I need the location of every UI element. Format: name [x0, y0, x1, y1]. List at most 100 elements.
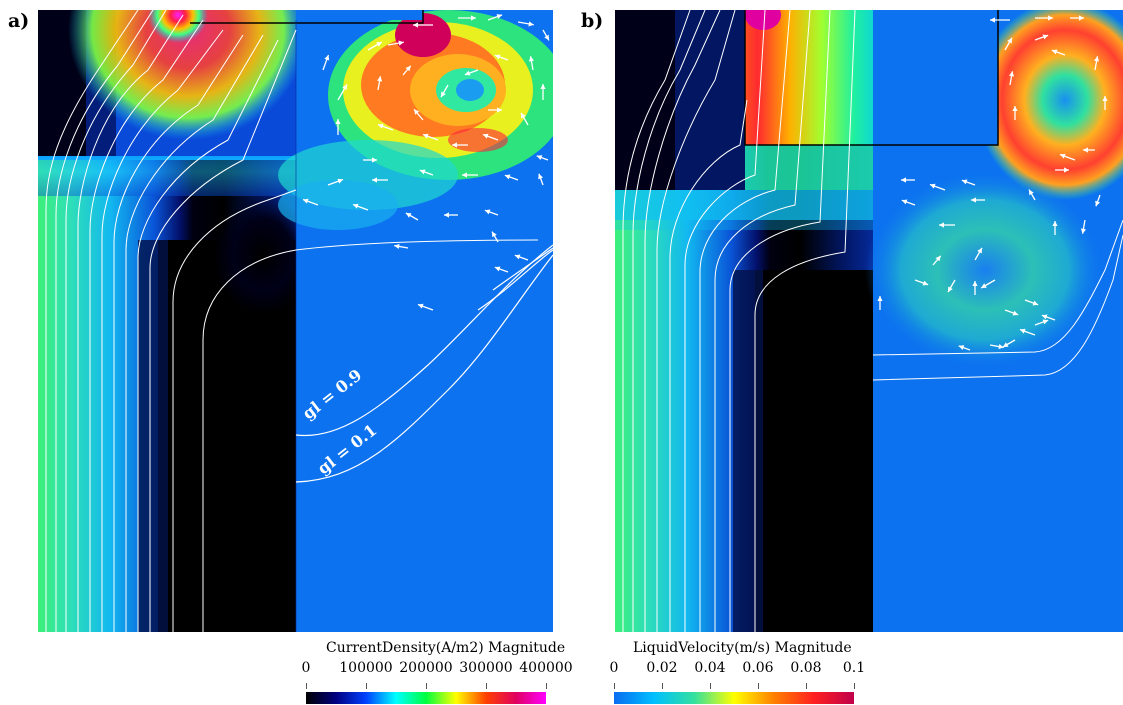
panel-a-label: a): [8, 10, 30, 32]
velocity-arrow: [536, 155, 549, 161]
colorbar-b-tick-label: 0: [609, 660, 619, 676]
velocity-arrow: [961, 179, 976, 186]
velocity-arrow: [877, 296, 883, 310]
colorbar-a-tick-label: 400000: [519, 660, 573, 676]
colorbar-b-tick-label: 0.1: [842, 660, 866, 676]
velocity-arrow: [1028, 189, 1036, 201]
velocity-arrow: [1009, 71, 1015, 86]
panel-b-label: b): [581, 10, 604, 32]
velocity-arrow: [440, 84, 449, 98]
velocity-arrow: [980, 279, 996, 289]
velocity-arrow: [1012, 106, 1018, 120]
velocity-arrow: [491, 231, 499, 243]
colorbar-a-tick-mark: [306, 683, 307, 689]
velocity-arrow: [422, 133, 439, 141]
velocity-arrow: [337, 84, 348, 101]
velocity-arrow: [542, 29, 550, 41]
colorbar-b-tick-label: 0.08: [790, 660, 822, 676]
velocity-arrow: [1055, 167, 1069, 173]
velocity-arrow: [538, 173, 544, 186]
velocity-arrow: [327, 178, 344, 186]
velocity-arrow: [322, 54, 330, 71]
colorbar-b: [614, 692, 854, 704]
colorbar-b-tick-mark: [758, 683, 759, 689]
panel-a-field: gl = 0.9 gl = 0.1: [38, 10, 553, 632]
velocity-arrow: [914, 279, 929, 286]
velocity-arrow: [1004, 309, 1019, 316]
colorbar-b-tick-mark: [854, 683, 855, 689]
velocity-arrow: [1004, 37, 1013, 51]
velocity-arrow: [482, 133, 499, 141]
velocity-arrow: [932, 255, 942, 266]
velocity-arrows-b: [877, 15, 1108, 351]
velocity-arrow: [929, 183, 946, 191]
velocity-arrow: [514, 254, 529, 261]
velocity-arrow: [939, 222, 955, 228]
velocity-arrow: [487, 14, 503, 21]
velocity-arrow: [1041, 314, 1056, 321]
colorbar-b-tick-mark: [614, 683, 615, 689]
velocity-arrow: [464, 69, 479, 76]
velocity-arrow: [1051, 49, 1066, 56]
velocity-arrow: [517, 21, 534, 27]
velocity-arrow: [1002, 339, 1016, 348]
velocity-arrow: [947, 279, 956, 293]
velocity-arrow: [901, 177, 915, 183]
velocity-arrow: [989, 344, 1004, 350]
velocity-arrow: [1059, 153, 1076, 161]
velocity-arrow: [367, 41, 383, 51]
colorbar-a-tick-mark: [366, 683, 367, 689]
colorbar-a-tick-label: 300000: [459, 660, 513, 676]
velocity-arrow: [1024, 299, 1039, 306]
velocity-arrow: [352, 203, 369, 211]
velocity-arrow: [413, 22, 433, 28]
velocity-arrow: [302, 198, 319, 206]
velocity-arrow: [1070, 15, 1084, 21]
panel-b-plot: [615, 10, 1123, 632]
colorbar-a-title: CurrentDensity(A/m2) Magnitude: [326, 640, 566, 656]
colorbar-a-tick-mark: [546, 683, 547, 689]
panel-a-plot: gl = 0.9 gl = 0.1: [38, 10, 553, 632]
colorbar-b-tick-mark: [806, 683, 807, 689]
velocity-arrow: [1102, 96, 1108, 110]
velocity-arrow: [452, 142, 468, 148]
colorbar-b-title: LiquidVelocity(m/s) Magnitude: [633, 640, 852, 656]
velocity-arrow: [520, 112, 529, 126]
velocity-arrow: [419, 169, 434, 176]
panel-b-field: [615, 10, 1123, 632]
velocity-arrows-a: [302, 14, 550, 311]
velocity-arrow: [1083, 147, 1095, 153]
velocity-arrow: [974, 247, 983, 261]
velocity-arrow: [1034, 34, 1049, 41]
velocity-arrow: [372, 177, 388, 183]
velocity-arrow: [971, 197, 985, 203]
velocity-arrow: [363, 157, 377, 163]
colorbar-a-tick-mark: [426, 683, 427, 689]
colorbar-a-tick-label: 100000: [339, 660, 393, 676]
velocity-arrow: [1019, 328, 1036, 336]
velocity-arrow: [901, 199, 916, 206]
colorbar-a-tick-label: 200000: [399, 660, 453, 676]
velocity-arrow: [494, 54, 509, 61]
velocity-arrow: [458, 15, 476, 21]
velocity-arrow: [1052, 221, 1058, 235]
velocity-arrow: [417, 303, 434, 311]
velocity-arrow: [1080, 219, 1086, 234]
colorbar-b-tick-label: 0.04: [694, 660, 726, 676]
velocity-arrow: [972, 281, 978, 295]
velocity-arrow: [394, 243, 409, 249]
velocity-arrow: [540, 84, 546, 100]
colorbar-b-tick-label: 0.06: [742, 660, 774, 676]
velocity-arrow: [528, 56, 534, 71]
colorbar-a-tick-mark: [486, 683, 487, 689]
velocity-arrow: [405, 212, 419, 221]
velocity-arrow: [413, 108, 424, 121]
velocity-arrow: [402, 65, 412, 76]
velocity-arrow: [484, 209, 499, 216]
velocity-arrow: [488, 107, 502, 113]
velocity-arrow: [444, 212, 458, 218]
velocity-arrow: [1095, 194, 1101, 207]
velocity-arrow: [377, 123, 394, 131]
colorbar-b-tick-mark: [662, 683, 663, 689]
colorbar-b-tick-label: 0.02: [646, 660, 678, 676]
